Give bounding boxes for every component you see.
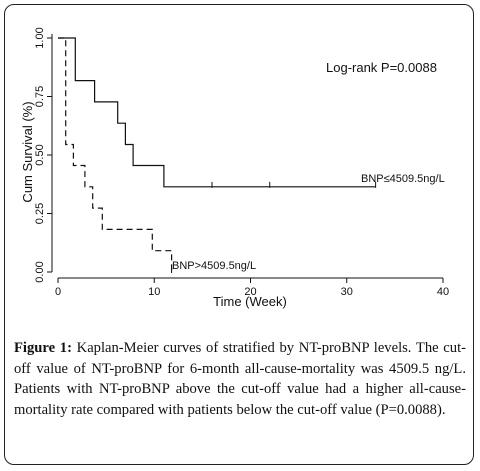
km-chart: 0 10 20 30 40 0.00 0.25 0.50 0.75 1.00 Log-rank P… xyxy=(20,27,449,309)
x-tick-label-2: 20 xyxy=(244,286,256,298)
logrank-annotation: Log-rank P=0.0088 xyxy=(326,60,437,75)
y-tick-label-0: 0.00 xyxy=(34,261,46,282)
x-tick-label-1: 10 xyxy=(148,286,160,298)
series-line-0 xyxy=(58,37,376,188)
y-tick-label-1: 0.25 xyxy=(34,203,46,224)
series-layer xyxy=(58,37,377,273)
caption-text: Kaplan-Meier curves of stratified by NT-… xyxy=(14,340,466,418)
y-tick-label-4: 1.00 xyxy=(34,27,46,48)
figure-caption: Figure 1: Kaplan-Meier curves of stratif… xyxy=(14,338,466,420)
y-tick-label-2: 0.50 xyxy=(34,144,46,165)
series-label-high: BNP>4509.5ng/L xyxy=(172,260,256,272)
x-tick-label-0: 0 xyxy=(55,286,61,298)
x-axis-label: Time (Week) xyxy=(213,294,287,309)
x-tick-label-4: 40 xyxy=(437,286,449,298)
series-line-1 xyxy=(58,37,173,272)
x-tick-label-3: 30 xyxy=(341,286,353,298)
axes: 0 10 20 30 40 0.00 0.25 0.50 0.75 1.00 xyxy=(34,27,449,298)
y-axis-label: Cum Survival (%) xyxy=(20,101,35,202)
series-label-low: BNP≤4509.5ng/L xyxy=(361,173,445,185)
y-tick-label-3: 0.75 xyxy=(34,86,46,107)
caption-label: Figure 1: xyxy=(14,340,72,356)
